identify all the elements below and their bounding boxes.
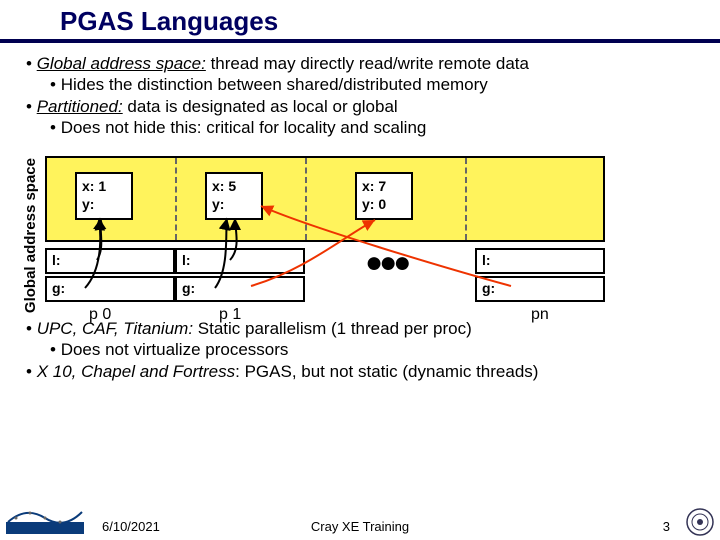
partition-line xyxy=(305,158,307,240)
y-axis-label: Global address space xyxy=(22,158,39,313)
pgas-diagram: x: 1y:x: 5y:x: 7y: 0 l:l:l: g:g:g: ●●● p… xyxy=(45,156,605,316)
term-upc: UPC, CAF, Titanium: xyxy=(37,319,193,338)
term-x10: X 10, Chapel and Fortress xyxy=(37,362,235,381)
bullet-novirt: Does not virtualize processors xyxy=(22,339,698,360)
bullet-hides: Hides the distinction between shared/dis… xyxy=(22,74,698,95)
partition-line xyxy=(175,158,177,240)
diagram-wrap: Global address space x: 1y: x: 5y: x: 7y: … xyxy=(22,156,698,316)
bullet-x10: X 10, Chapel and Fortress: PGAS, but not… xyxy=(22,361,698,382)
proc-label: p 0 xyxy=(89,306,111,324)
title-bar: PGAS Languages xyxy=(0,0,720,43)
global-cell: g: xyxy=(475,276,605,302)
bottom-bullets: UPC, CAF, Titanium: Static parallelism (… xyxy=(22,318,698,382)
global-cell: g: xyxy=(45,276,175,302)
bullet-partitioned: Partitioned: data is designated as local… xyxy=(22,96,698,117)
text-part-rest: data is designated as local or global xyxy=(123,97,398,116)
seal-logo-icon xyxy=(686,508,714,536)
lab-logo-icon xyxy=(6,504,84,536)
partition-line xyxy=(465,158,467,240)
proc-label: pn xyxy=(531,306,549,324)
footer: 6/10/2021 Cray XE Training 3 xyxy=(0,519,720,534)
content: Global address space: thread may directl… xyxy=(0,43,720,382)
local-cell: l: xyxy=(175,248,305,274)
footer-center: Cray XE Training xyxy=(311,519,409,534)
local-cell: l: xyxy=(45,248,175,274)
shared-var-box: x: 1y: xyxy=(75,172,133,220)
ellipsis-dots: ●●● xyxy=(365,246,407,280)
local-cell: l: xyxy=(475,248,605,274)
footer-page: 3 xyxy=(663,519,670,534)
text-gas-rest: thread may directly read/write remote da… xyxy=(206,54,529,73)
text-x10-rest: : PGAS, but not static (dynamic threads) xyxy=(235,362,538,381)
footer-date: 6/10/2021 xyxy=(102,519,160,534)
bullet-upc: UPC, CAF, Titanium: Static parallelism (… xyxy=(22,318,698,339)
bullet-doesnothide: Does not hide this: critical for localit… xyxy=(22,117,698,138)
term-gas: Global address space: xyxy=(37,54,206,73)
slide-title: PGAS Languages xyxy=(60,6,720,37)
global-cell: g: xyxy=(175,276,305,302)
bullet-gas: Global address space: thread may directl… xyxy=(22,53,698,74)
term-partitioned: Partitioned: xyxy=(37,97,123,116)
top-bullets: Global address space: thread may directl… xyxy=(22,53,698,138)
proc-label: p 1 xyxy=(219,306,241,324)
shared-var-box: x: 5y: xyxy=(205,172,263,220)
shared-var-box: x: 7y: 0 xyxy=(355,172,413,220)
